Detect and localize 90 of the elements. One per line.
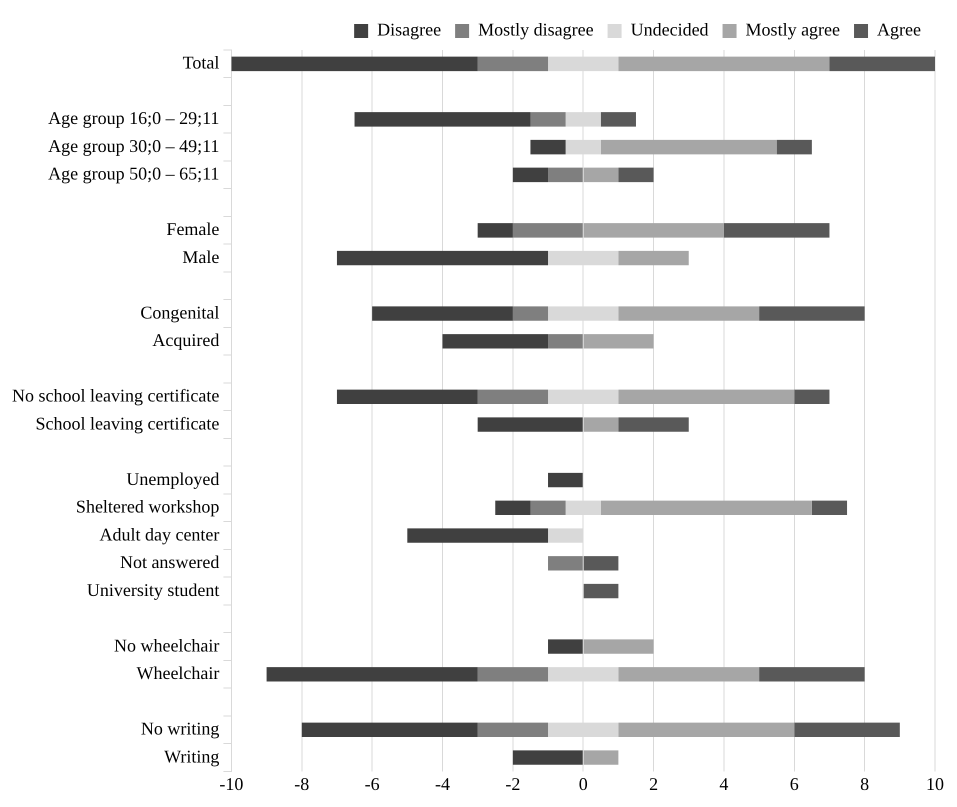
bar: [530, 112, 566, 127]
bar: [584, 417, 618, 432]
y-tick-label: Age group 16;0 – 29;11: [48, 108, 220, 128]
bar: [618, 250, 689, 266]
bar: [618, 56, 830, 72]
bar: [512, 168, 548, 182]
bar: [530, 140, 566, 154]
bar: [600, 112, 636, 127]
bar: [618, 168, 654, 182]
bar: [442, 334, 548, 349]
bar: [512, 306, 548, 321]
bar: [794, 722, 900, 737]
y-tick-label: University student: [86, 580, 220, 600]
bar: [512, 223, 583, 238]
bar: [584, 334, 654, 349]
bar: [548, 168, 583, 182]
bar: [776, 140, 812, 154]
y-tick-label: Male: [182, 246, 220, 267]
x-tick-label: 6: [790, 774, 799, 794]
bar: [759, 306, 865, 321]
bar: [618, 722, 794, 737]
bar: [336, 390, 478, 404]
y-tick-label: Congenital: [140, 302, 220, 322]
x-tick-label: -2: [505, 774, 520, 794]
bar: [478, 722, 548, 737]
bar: [372, 306, 513, 321]
y-tick-label: Female: [166, 219, 220, 240]
bar: [478, 56, 548, 72]
bar: [478, 390, 548, 404]
y-tick-label: Sheltered workshop: [76, 496, 220, 517]
bar: [724, 223, 830, 238]
x-tick-label: 0: [578, 774, 588, 794]
bar: [266, 667, 478, 682]
y-tick-label: No writing: [140, 718, 220, 739]
legend-label: Mostly disagree: [478, 20, 594, 40]
legend-label: Undecided: [630, 20, 709, 40]
bar: [584, 223, 724, 238]
y-tick-label: Writing: [164, 746, 220, 766]
x-tick-label: -8: [294, 774, 310, 794]
y-tick-label: Total: [182, 52, 220, 73]
bar: [512, 750, 583, 765]
y-tick-label: Age group 50;0 – 65;11: [48, 164, 220, 184]
y-tick-label: No wheelchair: [114, 635, 220, 656]
bar: [759, 667, 865, 682]
bar: [548, 639, 583, 654]
bar: [584, 750, 618, 765]
x-tick-label: 10: [926, 774, 944, 794]
bar: [794, 390, 830, 404]
bar: [478, 223, 513, 238]
bar: [600, 500, 812, 516]
bar: [600, 140, 777, 154]
x-tick-label: 8: [860, 774, 870, 794]
bar: [495, 500, 530, 516]
x-tick-label: -6: [364, 774, 380, 794]
y-tick-label: Unemployed: [126, 468, 220, 489]
y-tick-label: Acquired: [152, 330, 220, 350]
bar: [618, 390, 794, 404]
legend-label: Agree: [877, 20, 922, 40]
bar: [618, 667, 760, 682]
legend-label: Mostly agree: [746, 20, 840, 40]
x-tick-label: -10: [219, 774, 244, 794]
bar: [530, 500, 566, 516]
y-tick-label: No school leaving certificate: [12, 386, 220, 406]
y-tick-label: Wheelchair: [136, 663, 220, 684]
bar: [548, 556, 583, 571]
bar: [302, 722, 478, 737]
bar: [548, 334, 583, 349]
bar: [829, 56, 935, 72]
x-tick-label: 4: [719, 774, 728, 794]
bar: [478, 417, 583, 432]
bar: [812, 500, 848, 516]
bar: [584, 639, 654, 654]
bar: [354, 112, 530, 127]
legend-label: Disagree: [377, 20, 442, 40]
bar: [584, 584, 618, 598]
y-tick-label: School leaving certificate: [35, 413, 220, 434]
bar: [584, 556, 618, 571]
bar: [336, 250, 548, 266]
x-tick-label: 2: [649, 774, 658, 794]
y-tick-label: Not answered: [120, 552, 220, 572]
x-tick-label: -4: [434, 774, 450, 794]
bar: [407, 528, 548, 543]
bar: [618, 306, 760, 321]
bar: [618, 417, 689, 432]
bar: [584, 168, 618, 182]
y-tick-label: Adult day center: [99, 524, 220, 544]
bar: [231, 56, 478, 72]
y-tick-label: Age group 30;0 – 49;11: [48, 136, 220, 156]
bar: [548, 472, 583, 488]
bar: [478, 667, 548, 682]
